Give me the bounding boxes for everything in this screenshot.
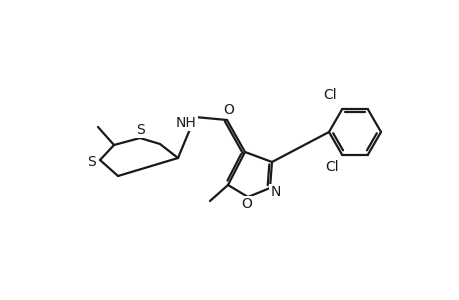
Text: S: S (87, 155, 96, 169)
Text: Cl: Cl (323, 88, 336, 103)
Text: Cl: Cl (325, 160, 338, 173)
Text: O: O (241, 197, 252, 211)
Text: O: O (223, 103, 234, 117)
Text: S: S (136, 123, 145, 137)
Text: N: N (270, 185, 280, 199)
Text: NH: NH (175, 116, 196, 130)
